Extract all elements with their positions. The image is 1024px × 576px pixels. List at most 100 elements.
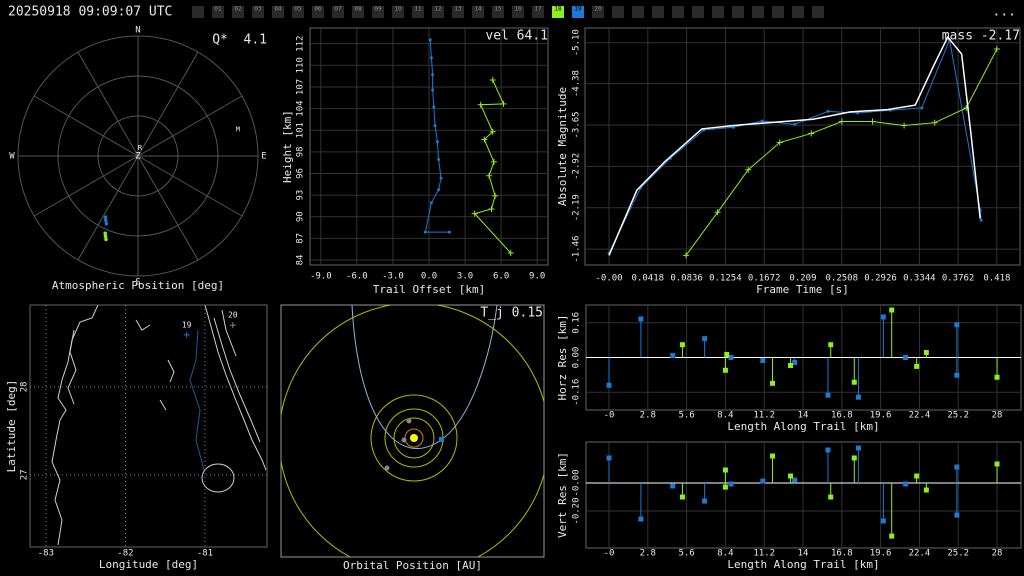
polar-spoke [137, 155, 243, 217]
station-label: 17 [534, 6, 542, 13]
point [486, 172, 493, 179]
track-point [104, 237, 108, 242]
x-tick-label: 28 [992, 549, 1003, 559]
y-tick-label: 0.16 [572, 312, 582, 334]
y-tick-label: -0.00 [572, 469, 582, 496]
point [856, 111, 860, 115]
menu-button[interactable]: ... [993, 5, 1016, 20]
chart-title: Atmospheric Position [deg] [52, 279, 224, 292]
x-tick-label: 5.6 [678, 549, 694, 559]
station-box[interactable] [472, 6, 484, 18]
point [731, 125, 735, 129]
station-box[interactable] [352, 6, 364, 18]
station-box[interactable] [512, 6, 524, 18]
station-label: 05 [294, 6, 302, 13]
stem-marker [954, 512, 960, 518]
y-tick-label: 0.00 [572, 347, 582, 369]
station-box [652, 6, 664, 18]
station-box[interactable] [232, 6, 244, 18]
station-label: 04 [274, 6, 282, 13]
y-axis-label: Latitude [deg] [5, 380, 18, 473]
x-tick-label: -0 [604, 549, 615, 559]
y-tick-label: 101 [296, 122, 306, 138]
point [714, 209, 721, 216]
polar-spoke [77, 51, 139, 157]
x-tick-label: 8.4 [717, 549, 733, 559]
x-tick-label: 0.1672 [748, 274, 781, 284]
venus-orbit [393, 417, 435, 459]
direction-label: E [261, 152, 266, 162]
y-tick-label: -5.10 [572, 29, 582, 56]
station-box[interactable] [432, 6, 444, 18]
stem-marker [889, 533, 895, 539]
station-box[interactable] [252, 6, 264, 18]
point [776, 139, 783, 146]
stem-marker [670, 353, 676, 359]
zenith-label: Z [135, 152, 141, 162]
direction-label: W [9, 152, 15, 162]
station-label: 06 [314, 6, 322, 13]
plot-frame [29, 304, 268, 548]
station-label: 19 [182, 320, 192, 329]
point [492, 192, 499, 199]
point [490, 158, 497, 165]
station-box[interactable] [332, 6, 344, 18]
station-box[interactable] [572, 6, 584, 18]
track-point [103, 218, 108, 223]
x-tick-label: 14 [798, 411, 809, 421]
station-box [612, 6, 624, 18]
point [423, 230, 427, 234]
station-box[interactable] [372, 6, 384, 18]
point [838, 118, 845, 125]
point [760, 119, 764, 123]
stem-marker [702, 498, 708, 504]
x-tick-label: 2.8 [640, 411, 656, 421]
stem-marker [670, 483, 676, 489]
point [433, 124, 437, 128]
station-box[interactable] [552, 6, 564, 18]
stem-marker [923, 350, 929, 356]
stem-marker [994, 461, 1000, 467]
stem-marker [788, 473, 794, 479]
planet [384, 465, 390, 471]
station-box[interactable] [412, 6, 424, 18]
y-tick-label: 107 [296, 79, 306, 95]
stem-marker [855, 445, 861, 451]
point [471, 210, 478, 217]
point [979, 218, 983, 222]
station-box[interactable] [312, 6, 324, 18]
x-tick-label: 25.2 [947, 549, 969, 559]
planet [401, 437, 407, 443]
station-box[interactable] [492, 6, 504, 18]
stem-marker [679, 342, 685, 348]
station-box[interactable] [292, 6, 304, 18]
point [901, 122, 908, 129]
station-box[interactable] [452, 6, 464, 18]
x-tick-label: 3.0 [457, 272, 473, 282]
stem-marker [914, 473, 920, 479]
orbit-plot [281, 305, 544, 557]
stem-marker [638, 316, 644, 322]
x-tick-label: 16.8 [831, 411, 853, 421]
station-label: 20 [228, 311, 238, 320]
station-box[interactable] [212, 6, 224, 18]
station-box[interactable] [392, 6, 404, 18]
station-box [692, 6, 704, 18]
station-label: 08 [354, 6, 362, 13]
station-box[interactable] [592, 6, 604, 18]
stem-marker [724, 351, 730, 357]
y-tick-label: 98 [296, 146, 306, 157]
station-marker: R [138, 144, 143, 152]
station-box [752, 6, 764, 18]
x-tick-label: 0.0 [421, 272, 437, 282]
x-tick-label: 28 [992, 411, 1003, 421]
x-tick-label: 0.3344 [903, 274, 936, 284]
station-box[interactable] [532, 6, 544, 18]
point [683, 252, 690, 259]
x-axis-label: Longitude [deg] [99, 558, 198, 571]
annotation: vel 64.1 [485, 29, 548, 44]
station-box[interactable] [272, 6, 284, 18]
track-point [103, 231, 107, 236]
station-marker: M [236, 125, 240, 133]
station-label: 03 [254, 6, 262, 13]
